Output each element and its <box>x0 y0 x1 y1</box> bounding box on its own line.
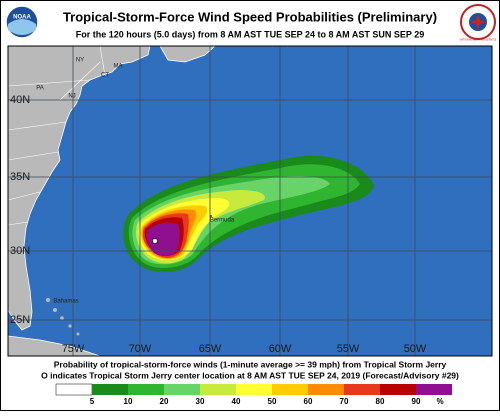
map-border <box>7 45 493 357</box>
legend-swatch <box>272 384 308 395</box>
lon-label: 75W <box>62 343 85 355</box>
land <box>159 46 216 63</box>
legend-label: 80 <box>376 397 385 406</box>
land <box>8 335 101 356</box>
legend-swatch <box>55 383 93 396</box>
legend-swatch <box>308 384 344 395</box>
legend-swatch <box>236 384 272 395</box>
legend-swatch <box>164 384 200 395</box>
noaa-logo: NOAA <box>5 5 39 39</box>
lat-label: 25N <box>10 314 30 326</box>
logo-text: NATIONAL WEATHER SERVICE <box>460 39 497 42</box>
subtitle: For the 120 hours (5.0 days) from 8 AM A… <box>76 29 424 39</box>
lat-label: 40N <box>10 94 30 106</box>
legend-label: 50 <box>268 397 277 406</box>
lon-label: 50W <box>404 343 427 355</box>
lon-label: 65W <box>199 343 222 355</box>
place-label: CT <box>101 73 109 79</box>
place-label: MA <box>114 64 123 70</box>
legend-label: 5 <box>90 397 95 406</box>
probability-swath <box>123 155 375 273</box>
land <box>8 46 151 331</box>
lon-label: 60W <box>269 343 292 355</box>
nws-logo: NATIONAL WEATHER SERVICE <box>460 4 497 42</box>
map: 40N 35N 30N 25N 75W 70W 65W 60W 55W 50W … <box>8 46 492 356</box>
bermuda-marker <box>210 215 212 217</box>
legend-swatch <box>344 384 380 395</box>
legend-label: 70 <box>340 397 349 406</box>
place-label: Bahamas <box>53 299 78 305</box>
lon-label: 70W <box>129 343 152 355</box>
lat-label: 30N <box>10 245 30 257</box>
legend-label: 10 <box>124 397 133 406</box>
footer-line: Probability of tropical-storm-force wind… <box>54 359 447 369</box>
islands <box>46 298 80 336</box>
place-label: Bermuda <box>210 218 235 224</box>
graticule <box>8 46 492 356</box>
legend-swatch <box>200 384 236 395</box>
legend-label: 20 <box>160 397 169 406</box>
legend-label: 90 <box>412 397 421 406</box>
legend-swatch <box>128 384 164 395</box>
legend-label: % <box>436 397 443 406</box>
legend-label: 40 <box>232 397 241 406</box>
footer-line: O indicates Tropical Storm Jerry center … <box>41 370 459 380</box>
legend-swatch <box>416 384 452 395</box>
lat-label: 35N <box>10 171 30 183</box>
legend-label: 30 <box>196 397 205 406</box>
title: Tropical-Storm-Force Wind Speed Probabil… <box>63 9 437 24</box>
logo-text: NOAA <box>13 15 31 21</box>
place-label: NJ <box>68 94 75 100</box>
place-label: PA <box>36 86 44 92</box>
legend-swatch <box>380 384 416 395</box>
legend-swatch <box>92 384 128 395</box>
legend-label: 60 <box>304 397 313 406</box>
lon-label: 55W <box>337 343 360 355</box>
legend: 5 10 20 30 40 50 60 70 80 90 % <box>55 383 452 406</box>
place-label: NY <box>76 58 84 64</box>
borders <box>8 46 106 226</box>
storm-center <box>152 238 158 244</box>
